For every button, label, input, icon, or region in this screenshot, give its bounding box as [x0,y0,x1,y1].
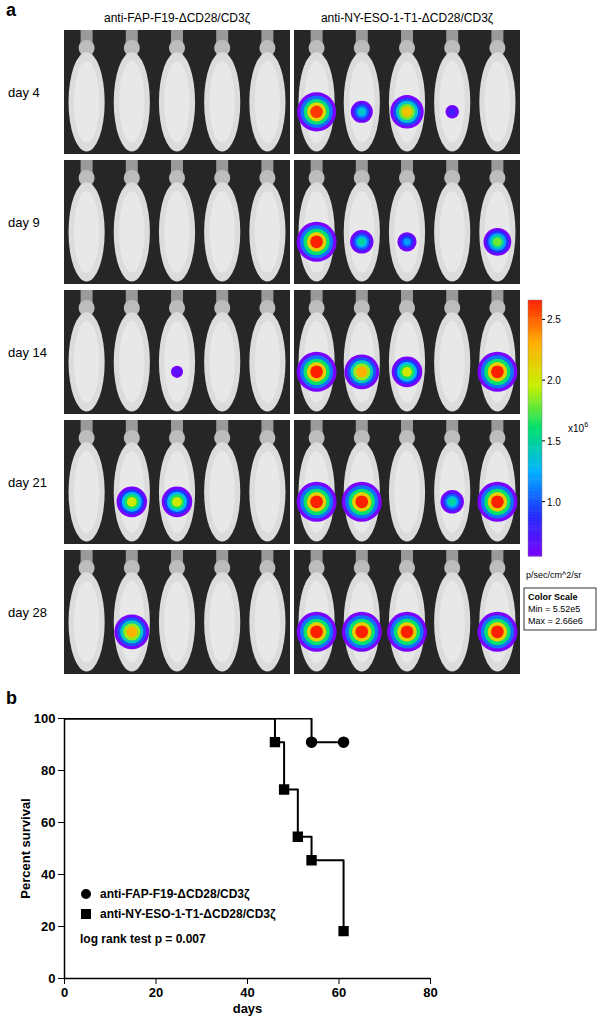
svg-text:Percent survival: Percent survival [18,798,33,898]
svg-text:p/sec/cm^2/sr: p/sec/cm^2/sr [526,570,581,580]
svg-text:1.5: 1.5 [547,436,561,447]
html-text:anti-NY-ESO-1-T1-ΔCD28/CD3ζ: anti-NY-ESO-1-T1-ΔCD28/CD3ζ [100,907,276,921]
svg-text:day 21: day 21 [8,475,47,490]
html-text:b: b [6,688,17,708]
html-text:anti-FAP-F19-ΔCD28/CD3ζ: anti-FAP-F19-ΔCD28/CD3ζ [100,887,250,901]
svg-text:anti-NY-ESO-1-T1-ΔCD28/CD3ζ: anti-NY-ESO-1-T1-ΔCD28/CD3ζ [321,11,494,25]
svg-text:80: 80 [41,763,55,778]
svg-text:100: 100 [34,711,56,726]
svg-text:2.5: 2.5 [547,314,561,325]
svg-text:0: 0 [61,985,68,1000]
svg-text:Min = 5.52e5: Min = 5.52e5 [528,604,580,614]
html-text:log rank test p = 0.007: log rank test p = 0.007 [80,932,206,946]
svg-text:Color Scale: Color Scale [528,592,578,602]
svg-text:anti-FAP-F19-ΔCD28/CD3ζ: anti-FAP-F19-ΔCD28/CD3ζ [104,11,251,25]
svg-text:60: 60 [41,815,55,830]
svg-text:20: 20 [41,919,55,934]
svg-text:80: 80 [423,985,437,1000]
svg-text:2.0: 2.0 [547,375,561,386]
svg-text:20: 20 [149,985,163,1000]
svg-text:day 28: day 28 [8,605,47,620]
svg-text:Max = 2.66e6: Max = 2.66e6 [528,616,583,626]
svg-text:0: 0 [48,971,55,986]
svg-text:days: days [233,1001,263,1016]
svg-text:day 9: day 9 [8,215,40,230]
svg-text:40: 40 [240,985,254,1000]
svg-text:x106: x106 [568,421,588,434]
svg-text:60: 60 [332,985,346,1000]
svg-text:day 14: day 14 [8,345,47,360]
svg-text:day 4: day 4 [8,85,40,100]
svg-text:40: 40 [41,867,55,882]
svg-text:a: a [6,0,17,20]
svg-text:1.0: 1.0 [547,497,561,508]
